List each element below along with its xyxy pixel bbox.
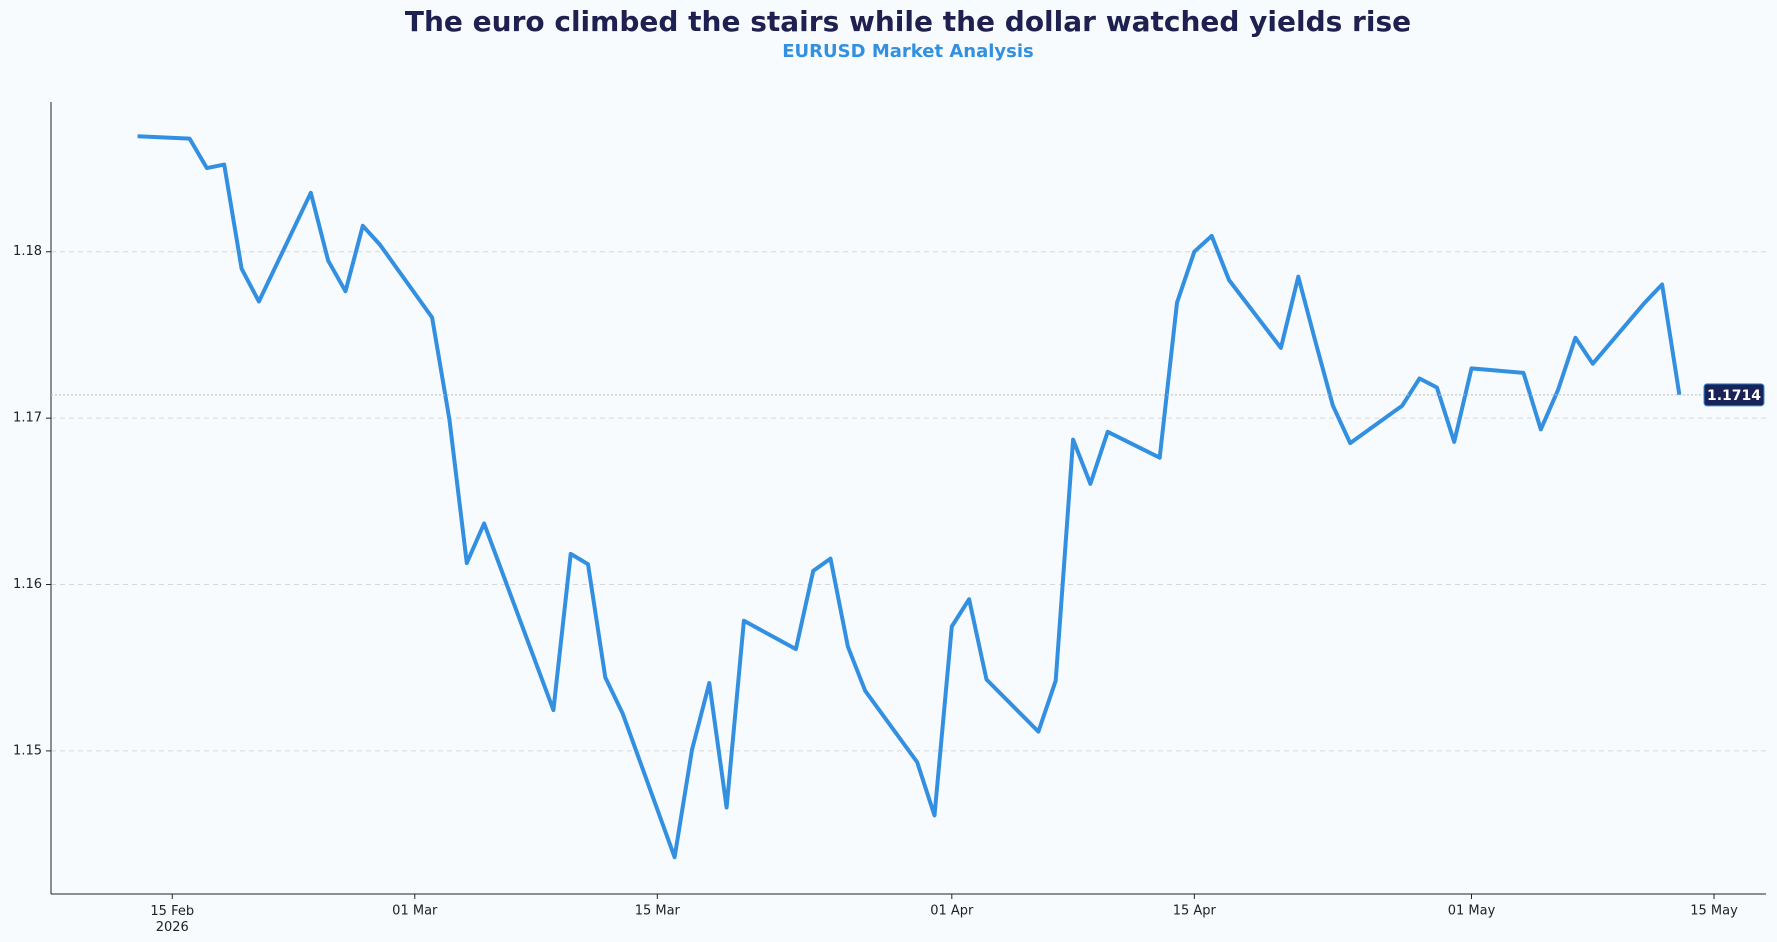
x-tick-label: 15 Mar	[635, 904, 681, 919]
last-value-label: 1.1714	[1707, 388, 1761, 404]
y-tick-label: 1.16	[13, 577, 42, 592]
x-tick-label: 15 May	[1690, 904, 1738, 919]
last-value-badge: 1.1714	[1703, 383, 1765, 407]
x-tick-label: 01 May	[1448, 904, 1496, 919]
x-tick-label: 15 Feb 2026	[150, 904, 194, 935]
series-line	[137, 134, 1682, 860]
chart-title: The euro climbed the stairs while the do…	[405, 5, 1411, 38]
x-tick-label-line: 15 Feb	[150, 904, 194, 919]
last-value-badge-box	[1703, 383, 1765, 407]
x-tick-label: 01 Apr	[930, 904, 974, 919]
x-tick-label: 15 Apr	[1173, 904, 1217, 919]
chart-subtitle: EURUSD Market Analysis	[782, 41, 1033, 62]
y-tick-label: 1.17	[13, 411, 42, 426]
x-tick-label: 01 Mar	[392, 904, 438, 919]
y-tick-label: 1.18	[13, 244, 42, 259]
y-tick-label: 1.15	[13, 743, 42, 758]
x-tick-label-line: 2026	[156, 920, 189, 935]
